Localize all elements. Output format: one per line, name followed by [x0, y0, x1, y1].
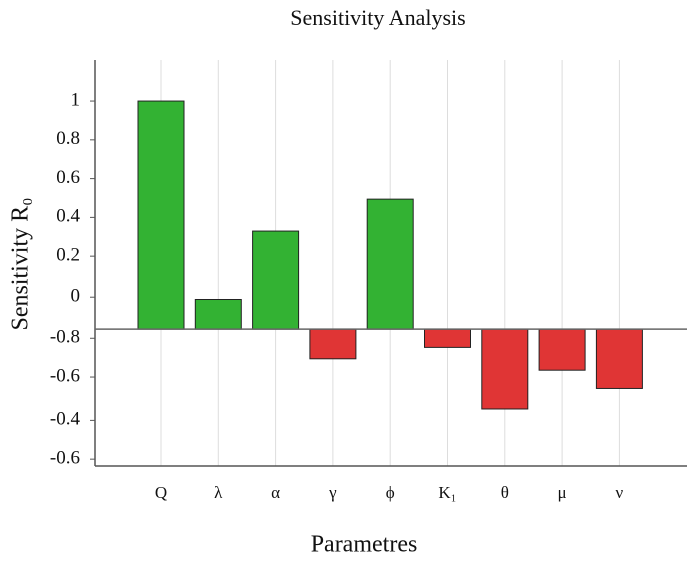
- chart-title: Sensitivity Analysis: [290, 5, 465, 30]
- y-tick-label: -0.4: [50, 409, 81, 430]
- bar: [538, 328, 586, 371]
- y-tick-label: 0.2: [56, 245, 80, 266]
- y-tick-label: -0.8: [50, 327, 80, 348]
- bar: [595, 328, 643, 389]
- y-tick-label: 0.6: [56, 167, 80, 188]
- bar: [366, 198, 414, 330]
- bar: [309, 328, 357, 360]
- x-tick-label: Q: [155, 483, 167, 502]
- y-tick-label: 1: [71, 89, 81, 110]
- bar: [252, 230, 300, 330]
- bar: [481, 328, 529, 410]
- x-tick-label: ν: [616, 483, 624, 502]
- y-tick-label: -0.6: [50, 448, 80, 469]
- x-axis-label: Parametres: [311, 532, 418, 558]
- y-tick-label: -0.6: [50, 365, 80, 386]
- y-tick-label: 0: [71, 286, 81, 307]
- x-tick-label: λ: [214, 483, 223, 502]
- x-tick-label: μ: [558, 483, 567, 502]
- y-tick-label: 0.4: [56, 206, 80, 227]
- bar: [137, 100, 185, 330]
- y-axis-label: Sensitivity R₀: [8, 197, 34, 330]
- x-tick-label: α: [271, 483, 280, 502]
- x-tick-label: θ: [501, 483, 509, 502]
- bar: [424, 328, 471, 348]
- bar: [194, 298, 242, 330]
- x-tick-label: γ: [328, 483, 337, 502]
- y-tick-label: 0.8: [56, 128, 80, 149]
- x-tick-label: K₁: [438, 483, 456, 502]
- x-tick-label: ϕ: [386, 483, 395, 502]
